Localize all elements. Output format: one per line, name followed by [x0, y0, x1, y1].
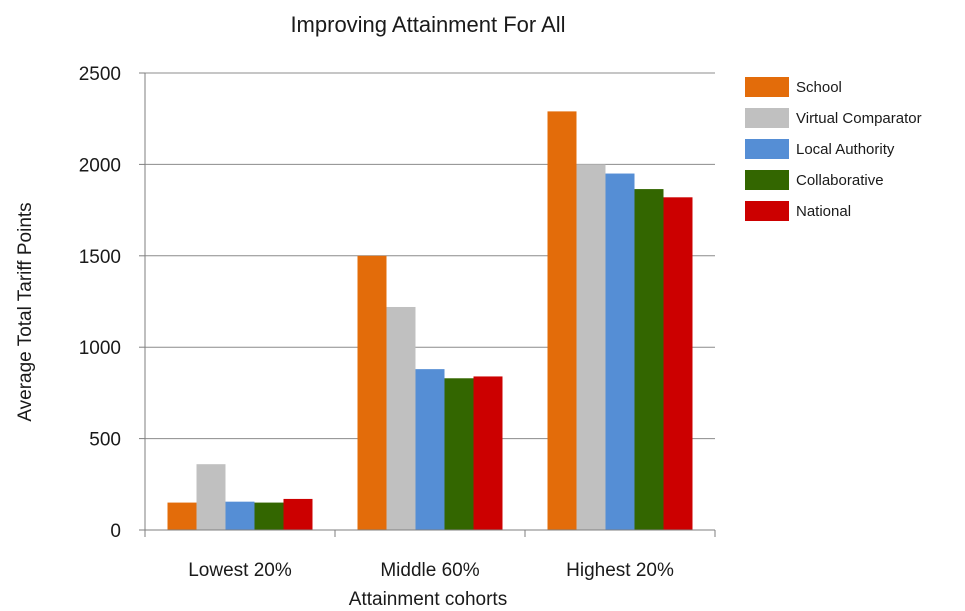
y-tick-label: 1000	[79, 338, 121, 359]
legend-swatch	[745, 170, 789, 190]
legend-label: National	[796, 203, 851, 220]
y-tick-label: 2500	[79, 64, 121, 85]
y-tick-labels: 0 500 1000 1500 2000 2500	[79, 64, 145, 542]
bars	[167, 111, 693, 531]
y-tick-label: 1500	[79, 247, 121, 268]
x-axis-label: Attainment cohorts	[349, 589, 507, 610]
bar-collaborative-2	[634, 189, 664, 530]
bar-virtual-comparator-0	[196, 464, 226, 530]
bar-school-2	[547, 111, 577, 530]
legend-label: Virtual Comparator	[796, 110, 922, 127]
legend-swatch	[745, 139, 789, 159]
chart-title: Improving Attainment For All	[290, 12, 565, 37]
x-tick-labels: Lowest 20% Middle 60% Highest 20%	[144, 530, 716, 581]
bar-local-authority-0	[225, 501, 255, 530]
bar-virtual-comparator-2	[576, 164, 606, 530]
bar-national-0	[283, 498, 313, 530]
legend: School Virtual Comparator Local Authority C…	[745, 77, 922, 221]
y-axis-label: Average Total Tariff Points	[15, 202, 36, 421]
legend-label: School	[796, 79, 842, 96]
x-tick-label: Lowest 20%	[188, 560, 292, 581]
bar-collaborative-1	[444, 378, 474, 530]
y-tick-label: 2000	[79, 155, 121, 176]
axes	[144, 73, 715, 531]
x-tick-label: Highest 20%	[566, 560, 674, 581]
y-tick-label: 500	[89, 430, 121, 451]
legend-swatch	[745, 201, 789, 221]
legend-swatch	[745, 108, 789, 128]
y-tick-label: 0	[110, 521, 121, 542]
bar-local-authority-2	[605, 173, 635, 531]
legend-label: Local Authority	[796, 141, 895, 158]
bar-virtual-comparator-1	[386, 306, 416, 530]
bar-school-0	[167, 502, 197, 530]
bar-national-1	[473, 376, 503, 530]
bar-local-authority-1	[415, 369, 445, 530]
legend-label: Collaborative	[796, 172, 884, 189]
x-tick-label: Middle 60%	[380, 560, 479, 581]
bar-school-1	[357, 255, 387, 531]
bar-collaborative-0	[254, 502, 284, 530]
bar-national-2	[663, 197, 693, 530]
legend-swatch	[745, 77, 789, 97]
